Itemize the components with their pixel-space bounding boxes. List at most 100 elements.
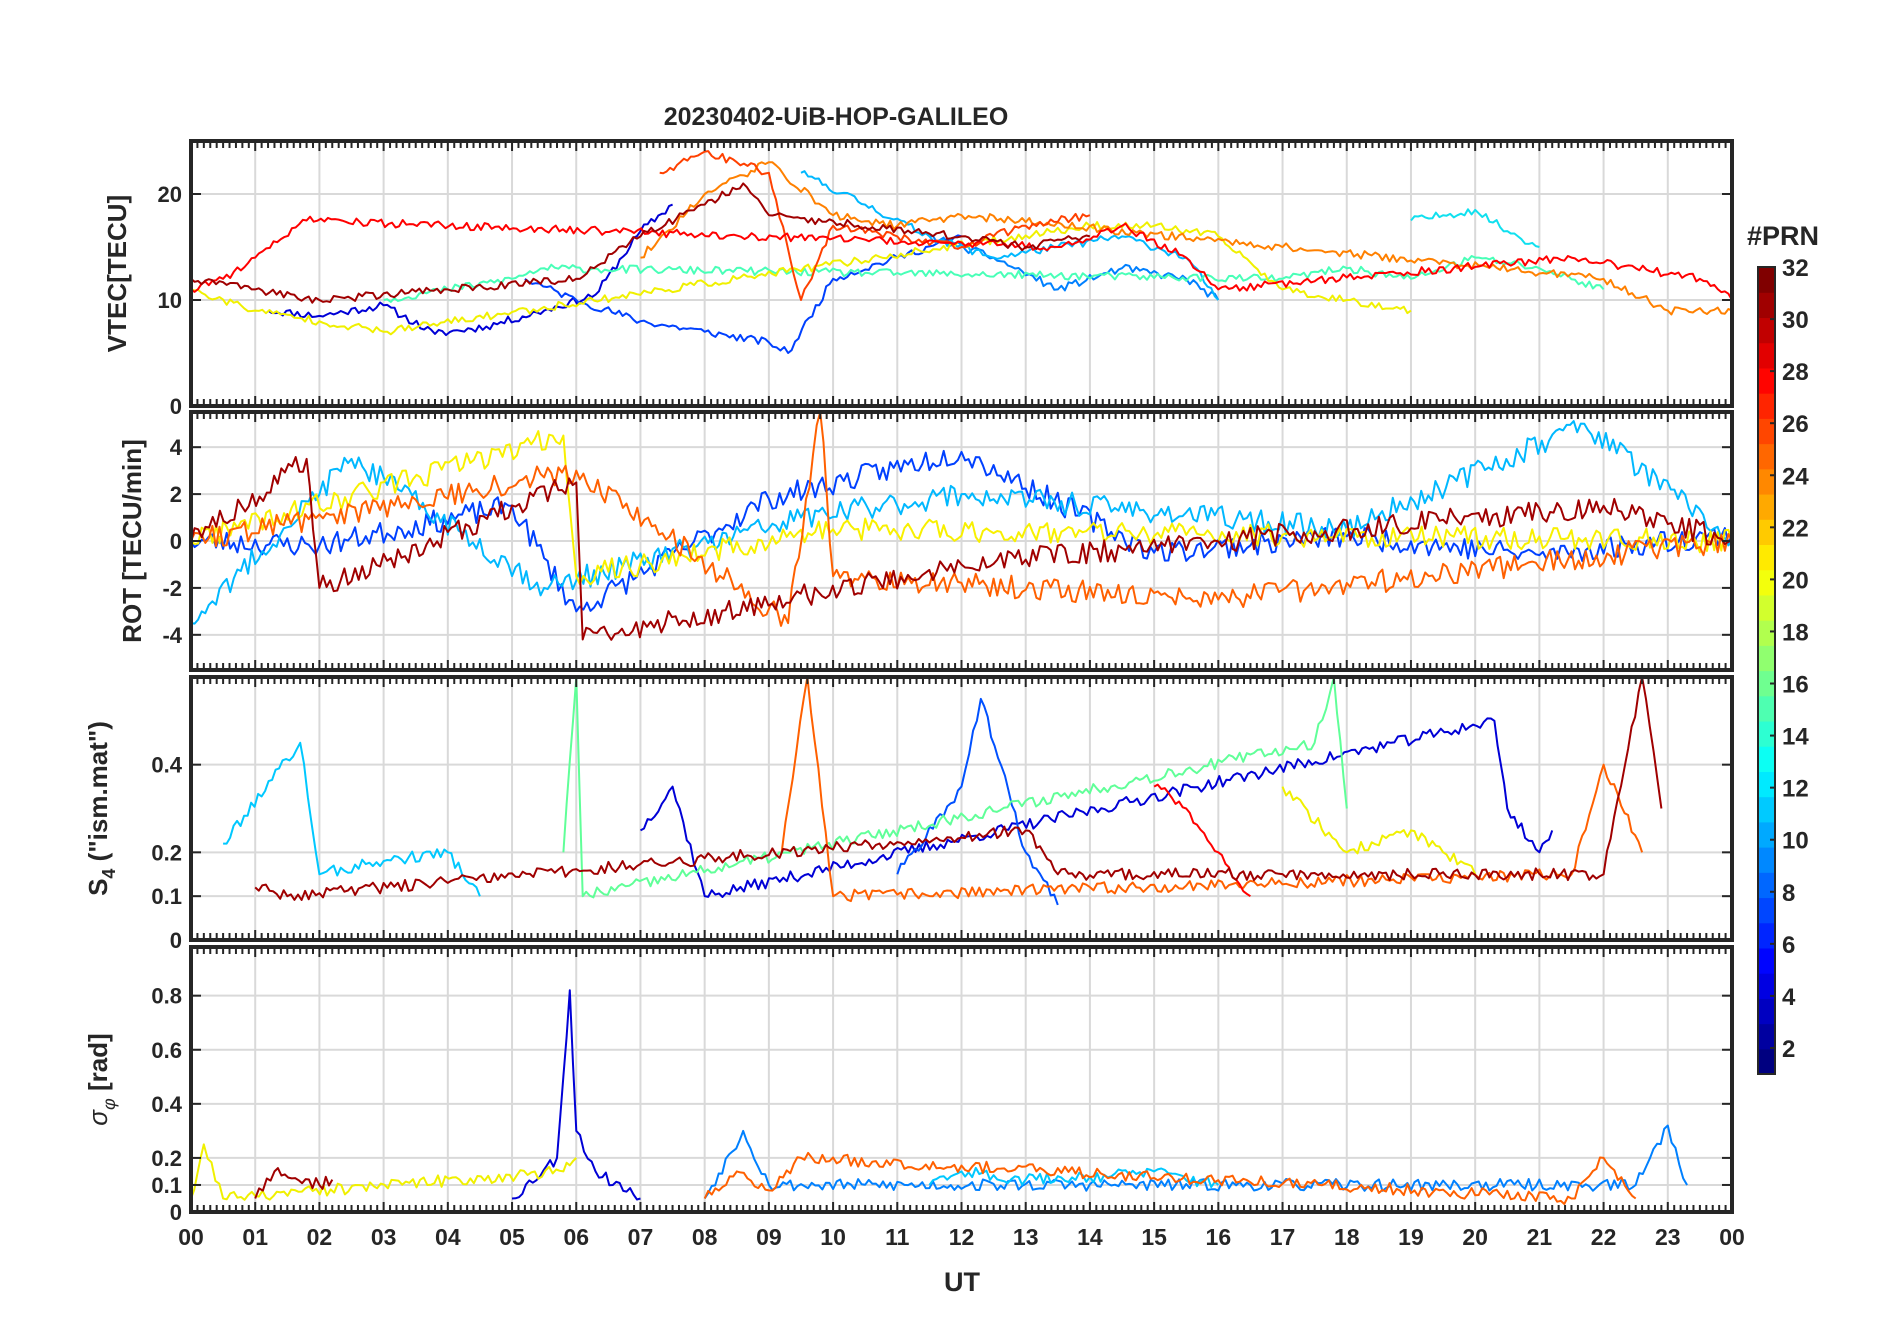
panel-sigma_phi: 00.10.2 0.4 0.6 0.8 σφ [rad] 00 01 02 03 04 05 06 07… bbox=[83, 945, 1745, 1250]
colorbar-tick-label: 30 bbox=[1782, 307, 1809, 334]
colorbar-segment bbox=[1758, 771, 1775, 798]
x-tick-label: 12 bbox=[949, 1224, 975, 1250]
colorbar-segment bbox=[1758, 1048, 1775, 1075]
colorbar-segment bbox=[1758, 292, 1775, 319]
y-tick-label: 0 bbox=[170, 529, 182, 554]
x-tick-label: 16 bbox=[1206, 1224, 1232, 1250]
colorbar-label: #PRN bbox=[1747, 221, 1819, 251]
colorbar-segment bbox=[1758, 493, 1775, 520]
x-tick-label: 14 bbox=[1077, 1224, 1103, 1250]
y-axis-label: S4 ("ism.mat") bbox=[83, 721, 119, 896]
x-tick-label: 07 bbox=[628, 1224, 654, 1250]
x-tick-label: 03 bbox=[371, 1224, 397, 1250]
colorbar-segment bbox=[1758, 317, 1775, 344]
colorbar-tick-label: 18 bbox=[1782, 619, 1809, 646]
colorbar-tick-label: 2 bbox=[1782, 1036, 1795, 1063]
colorbar-segment bbox=[1758, 342, 1775, 369]
series-prn-7 bbox=[929, 235, 1220, 301]
series-group bbox=[191, 150, 1732, 354]
y-tick-label: 2 bbox=[170, 482, 182, 507]
series-prn-20 bbox=[1281, 786, 1477, 875]
series-prn-31 bbox=[191, 456, 1732, 641]
y-tick-label: 0.2 bbox=[151, 840, 182, 865]
y-axis-label-text: VTEC[TECU] bbox=[102, 195, 132, 352]
colorbar-tick-label: 28 bbox=[1782, 359, 1809, 386]
colorbar-segment bbox=[1758, 367, 1775, 394]
y-axis-label-text: ROT [TECU/min] bbox=[117, 439, 147, 643]
y-tick-label: 20 bbox=[158, 182, 182, 207]
x-tick-label: 15 bbox=[1141, 1224, 1167, 1250]
colorbar-tick-label: 12 bbox=[1782, 776, 1809, 803]
x-tick-label: 09 bbox=[756, 1224, 782, 1250]
colorbar-tick-label: 22 bbox=[1782, 515, 1809, 542]
series-group bbox=[223, 677, 1663, 906]
colorbar-segment bbox=[1758, 468, 1775, 495]
y-axis-label-text: σφ [rad] bbox=[83, 1033, 119, 1125]
x-tick-label: 01 bbox=[242, 1224, 268, 1250]
colorbar-segment bbox=[1758, 897, 1775, 924]
colorbar-segment bbox=[1758, 443, 1775, 470]
colorbar-segment bbox=[1758, 267, 1775, 293]
x-tick-label: 06 bbox=[563, 1224, 589, 1250]
colorbar-segment bbox=[1758, 695, 1775, 722]
y-axis-label-text: S4 ("ism.mat") bbox=[83, 721, 119, 896]
colorbar-segment bbox=[1758, 998, 1775, 1025]
y-tick-label: 0.4 bbox=[151, 753, 182, 778]
series-prn-10 bbox=[191, 420, 1732, 625]
series-prn-25 bbox=[703, 1151, 1637, 1205]
colorbar-tick-label: 8 bbox=[1782, 880, 1795, 907]
colorbar-tick-label: 26 bbox=[1782, 411, 1809, 438]
x-tick-label: 00 bbox=[1719, 1224, 1745, 1250]
colorbar-frame bbox=[1757, 266, 1776, 1075]
x-tick-label: 19 bbox=[1398, 1224, 1424, 1250]
x-tick-label: 02 bbox=[307, 1224, 333, 1250]
colorbar-tick-label: 14 bbox=[1782, 724, 1809, 751]
panel-rot: -4 -2 0 2 4 ROT [TECU/min] bbox=[117, 410, 1734, 672]
series-group bbox=[191, 989, 1688, 1205]
series-prn-11 bbox=[928, 1166, 1219, 1189]
y-tick-label: 0.4 bbox=[151, 1092, 182, 1117]
colorbar-tick-label: 32 bbox=[1782, 255, 1809, 282]
y-tick-label: -4 bbox=[162, 623, 182, 648]
colorbar-segment bbox=[1758, 872, 1775, 899]
series-prn-5 bbox=[191, 449, 1732, 613]
colorbar-segment bbox=[1758, 620, 1775, 646]
colorbar-segment bbox=[1758, 645, 1775, 672]
colorbar-tick-label: 16 bbox=[1782, 672, 1809, 699]
series-prn-2 bbox=[267, 203, 673, 337]
colorbar-tick-label: 6 bbox=[1782, 932, 1795, 959]
colorbar-segment bbox=[1758, 847, 1775, 873]
panel-s4: 0 0.1 0.2 0.4 S4 ("ism.mat") bbox=[83, 675, 1734, 953]
series-prn-26 bbox=[659, 150, 1091, 301]
y-axis-label: σφ [rad] bbox=[83, 1033, 119, 1125]
series-prn-12 bbox=[1410, 208, 1540, 248]
series-prn-28 bbox=[191, 215, 1732, 301]
colorbar-tick-label: 10 bbox=[1782, 828, 1809, 855]
colorbar-tick-label: 4 bbox=[1782, 984, 1796, 1011]
y-tick-label: 0.8 bbox=[151, 984, 182, 1009]
colorbar-segment bbox=[1758, 922, 1775, 949]
colorbar-segment bbox=[1758, 594, 1775, 621]
x-tick-label: 08 bbox=[692, 1224, 718, 1250]
series-prn-31 bbox=[191, 182, 1091, 304]
colorbar-segment bbox=[1758, 670, 1775, 697]
x-tick-label: 20 bbox=[1462, 1224, 1488, 1250]
y-axis-label: ROT [TECU/min] bbox=[117, 439, 147, 643]
y-tick-label: 0.2 bbox=[151, 1146, 182, 1171]
series-prn-2 bbox=[511, 989, 641, 1201]
colorbar-segment bbox=[1758, 796, 1775, 823]
colorbar-segment bbox=[1758, 973, 1775, 999]
series-prn-31 bbox=[254, 677, 1663, 901]
axes-frame bbox=[189, 139, 1734, 408]
x-tick-label: 22 bbox=[1591, 1224, 1617, 1250]
y-tick-label: 0 bbox=[170, 928, 182, 953]
colorbar-segment bbox=[1758, 821, 1775, 848]
panel-vtec: 0 10 20 VTEC[TECU] bbox=[102, 139, 1734, 419]
colorbar-segment bbox=[1758, 418, 1775, 445]
series-prn-5 bbox=[524, 234, 962, 354]
x-tick-label: 00 bbox=[178, 1224, 204, 1250]
x-tick-label: 13 bbox=[1013, 1224, 1039, 1250]
colorbar-tick-label: 24 bbox=[1782, 463, 1809, 490]
